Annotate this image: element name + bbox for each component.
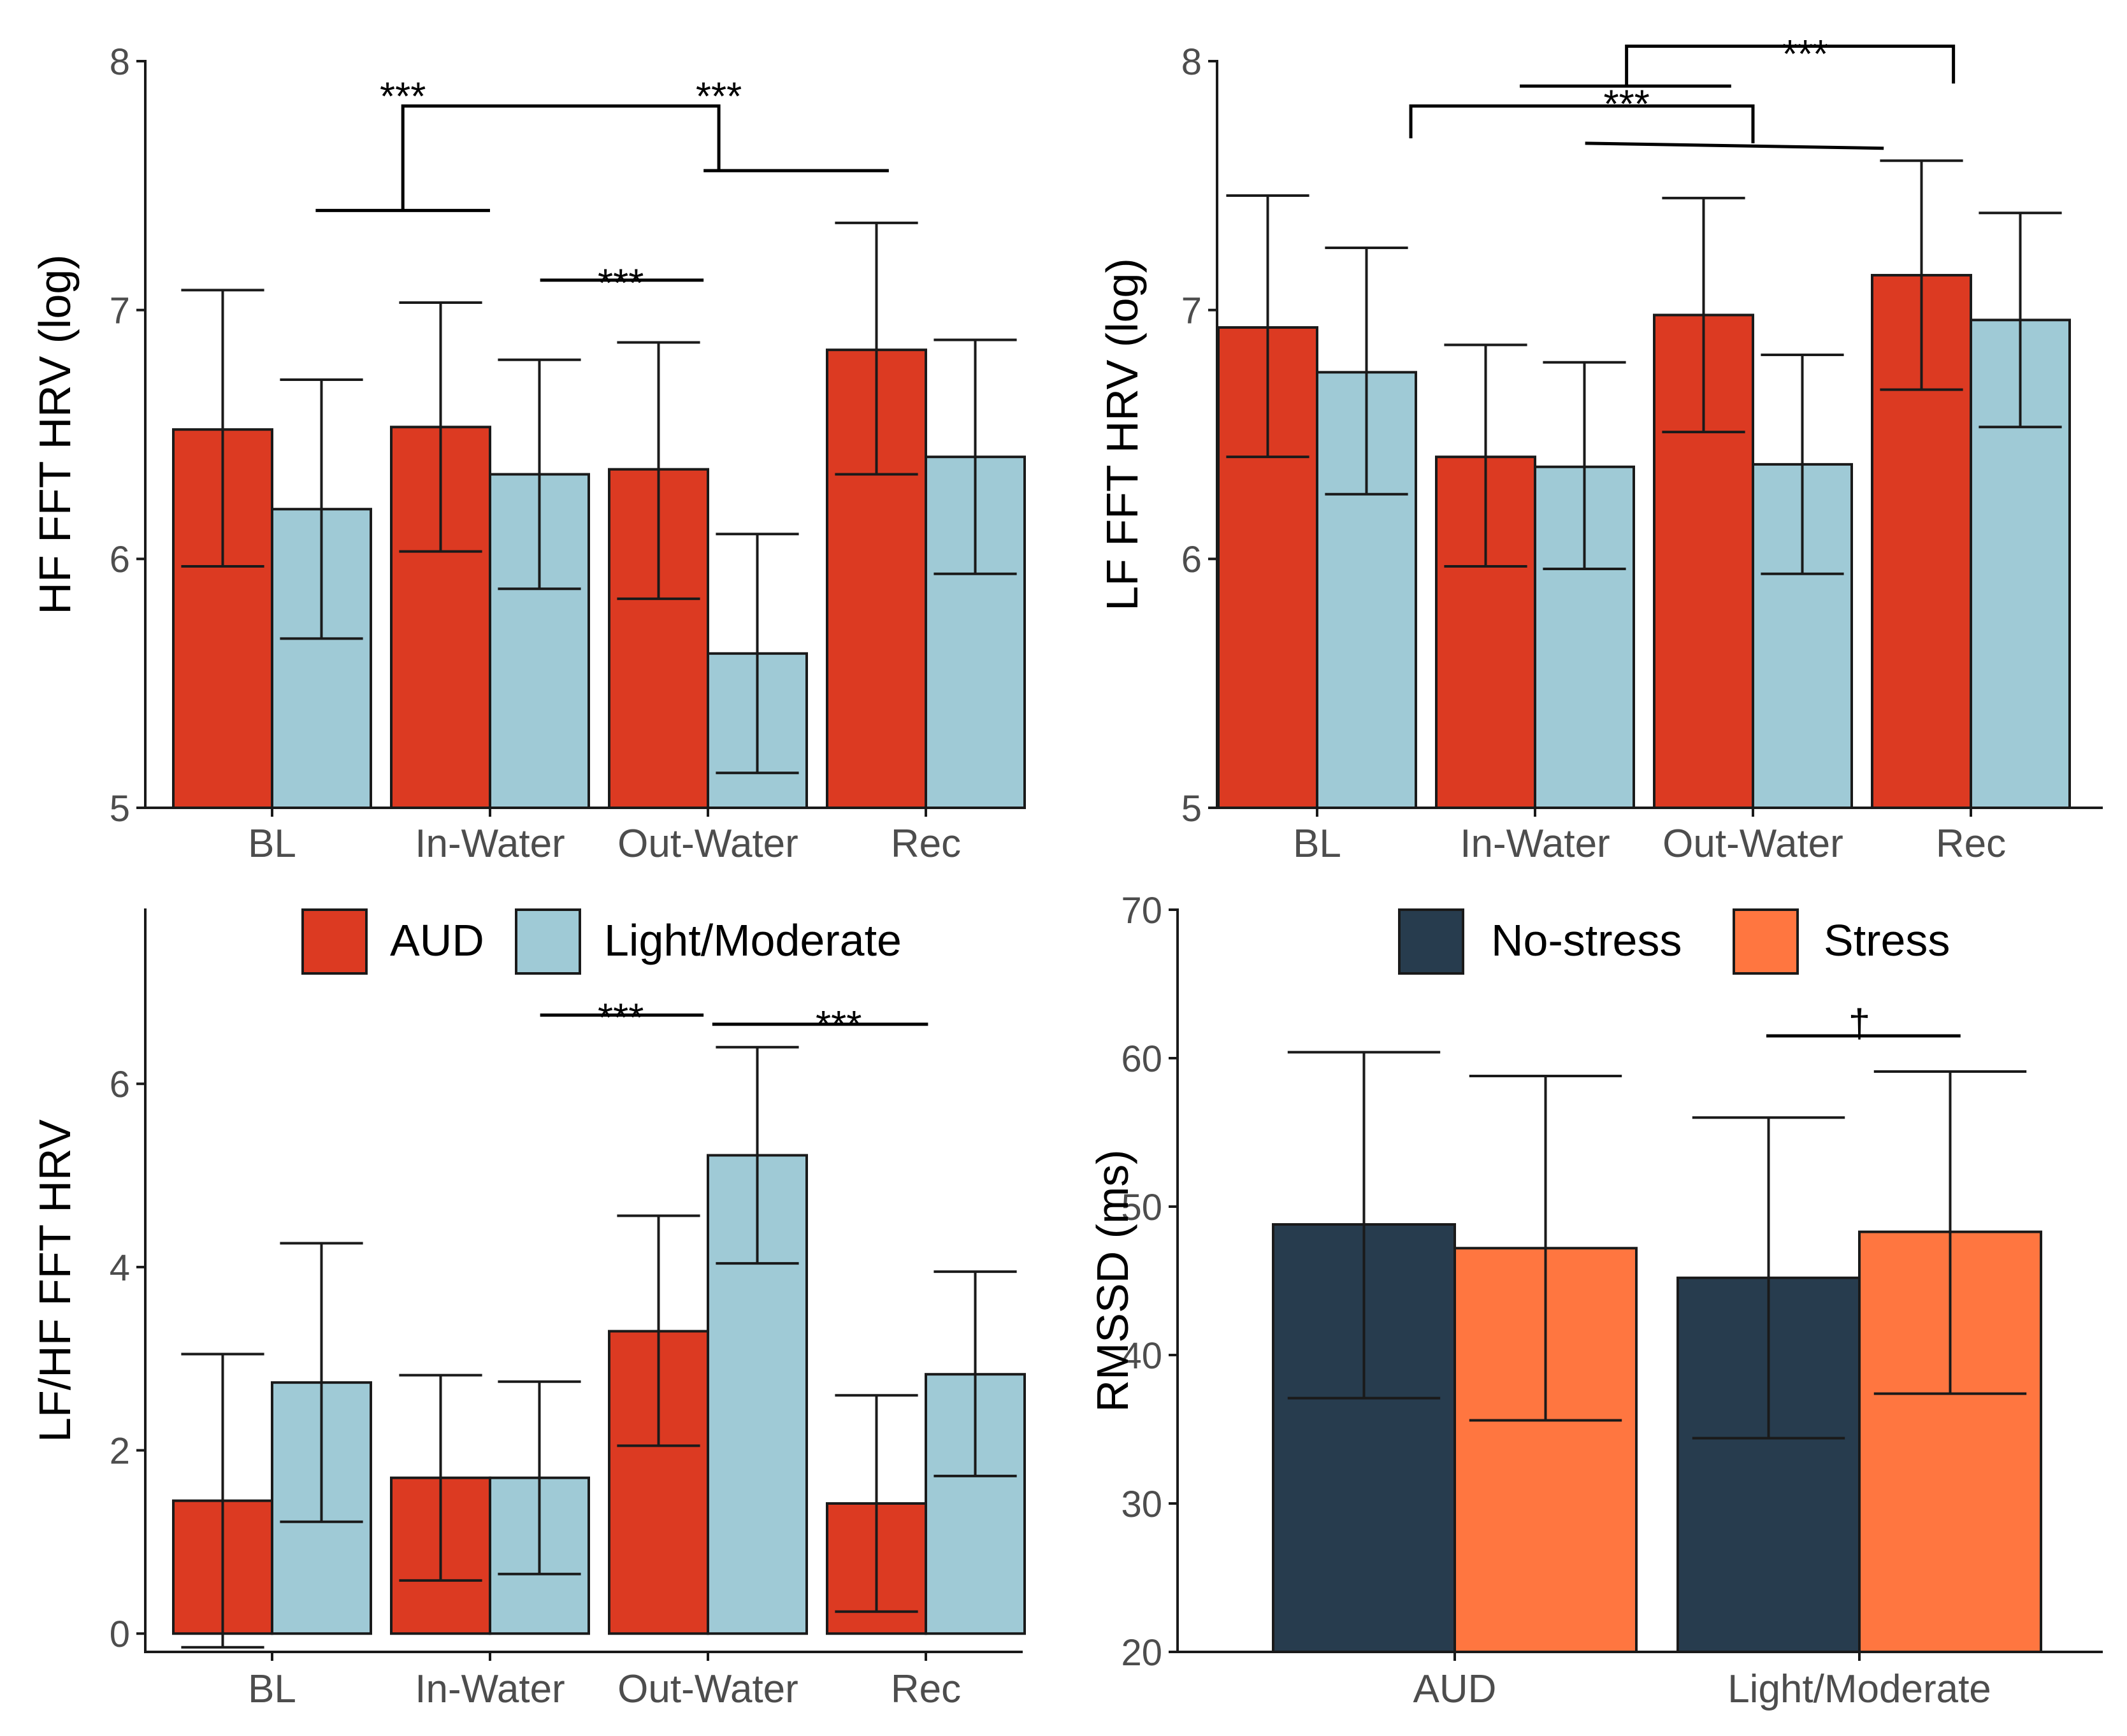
y-tick-label-rmssd-3: 50 xyxy=(1121,1187,1162,1228)
y-tick-label-lfhf-2: 4 xyxy=(110,1247,130,1289)
sig-label-lfhf-1: *** xyxy=(816,1003,862,1047)
legend-swatch-light-moderate xyxy=(515,908,581,975)
chart-panel-hf: 5 6 7 8 BL In-Water Out-Water Rec HF FFT HRV (lo… xyxy=(30,41,1026,866)
y-tick-label-lfhf-3: 6 xyxy=(110,1064,130,1105)
legend-group: AUD Light/Moderate xyxy=(301,908,902,975)
x-tick-label-lfhf-1: In-Water xyxy=(415,1667,565,1711)
y-tick-label-rmssd-4: 60 xyxy=(1121,1038,1162,1080)
legend-label-stress: Stress xyxy=(1824,915,1950,965)
sig-label-rmssd-0: † xyxy=(1849,1002,1870,1046)
sig-label-hf-2: *** xyxy=(598,262,644,306)
y-tick-label-hf-3: 8 xyxy=(110,41,130,83)
legend-swatch-stress xyxy=(1733,908,1799,975)
y-tick-label-rmssd-1: 30 xyxy=(1121,1484,1162,1525)
sig-label-hf-0: *** xyxy=(380,75,426,119)
x-tick-label-lfhf-0: BL xyxy=(248,1667,296,1711)
y-tick-label-hf-1: 6 xyxy=(110,539,130,580)
y-tick-label-rmssd-2: 40 xyxy=(1121,1335,1162,1377)
sig-bracket-lf-0-1 xyxy=(1625,45,1956,87)
x-tick-label-rmssd-1: Light/Moderate xyxy=(1727,1667,1991,1711)
y-tick-label-lf-3: 8 xyxy=(1181,41,1202,83)
y-tick-label-rmssd-0: 20 xyxy=(1121,1632,1162,1674)
y-tick-label-lfhf-0: 0 xyxy=(110,1614,130,1655)
legend-swatch-aud xyxy=(301,908,368,975)
x-tick-label-lfhf-2: Out-Water xyxy=(617,1667,798,1711)
x-tick-label-lf-2: Out-Water xyxy=(1662,822,1843,866)
chart-panel-rmssd: 20 30 40 50 60 70 AUD Light/Moderate RMSSD (ms) † xyxy=(1088,890,2103,1711)
sig-label-lfhf-0: *** xyxy=(598,996,644,1040)
x-tick-label-hf-0: BL xyxy=(248,822,296,866)
x-tick-label-hf-1: In-Water xyxy=(415,822,565,866)
sig-label-lf-0: *** xyxy=(1782,32,1828,76)
y-tick-label-lf-2: 7 xyxy=(1181,291,1202,332)
legend-stress: No-stress Stress xyxy=(1398,908,1950,975)
sig-label-hf-1: *** xyxy=(696,75,742,119)
legend-label-light-moderate: Light/Moderate xyxy=(604,915,902,965)
sig-label-lf-1: *** xyxy=(1603,82,1649,126)
x-tick-label-hf-2: Out-Water xyxy=(617,822,798,866)
y-tick-label-lf-1: 6 xyxy=(1181,539,1202,580)
y-tick-label-hf-0: 5 xyxy=(110,788,130,829)
sig-bracket-lf-1-0 xyxy=(1409,104,1755,143)
y-tick-label-lf-0: 5 xyxy=(1181,788,1202,829)
x-tick-label-lf-1: In-Water xyxy=(1460,822,1610,866)
chart-panel-lfhf: 0 2 4 6 BL In-Water Out-Water Rec LF/HF FFT HRV *… xyxy=(30,908,1026,1711)
y-tick-label-rmssd-5: 70 xyxy=(1121,890,1162,931)
y-tick-label-lfhf-1: 2 xyxy=(110,1430,130,1472)
x-tick-label-lf-3: Rec xyxy=(1936,822,2006,866)
y-axis-title-lfhf: LF/HF FFT HRV xyxy=(30,1119,80,1442)
sig-bracket-hf-0-1 xyxy=(401,104,721,211)
y-tick-label-hf-2: 7 xyxy=(110,291,130,332)
y-axis-title-lf: LF FFT HRV (log) xyxy=(1097,258,1147,611)
x-tick-label-rmssd-0: AUD xyxy=(1413,1667,1497,1711)
x-tick-label-hf-3: Rec xyxy=(891,822,961,866)
x-tick-label-lf-0: BL xyxy=(1293,822,1341,866)
y-axis-title-hf: HF FFT HRV (log) xyxy=(30,254,80,614)
legend-label-aud: AUD xyxy=(390,915,484,965)
x-tick-label-lfhf-3: Rec xyxy=(891,1667,961,1711)
legend-label-no-stress: No-stress xyxy=(1491,915,1682,965)
y-axis-title-rmssd: RMSSD (ms) xyxy=(1088,1149,1137,1412)
sig-bracket-lf-1-1 xyxy=(1585,141,1884,150)
chart-panel-lf: 5 6 7 8 BL In-Water Out-Water Rec LF FFT HRV (lo… xyxy=(1097,32,2103,866)
legend-swatch-no-stress xyxy=(1398,908,1464,975)
